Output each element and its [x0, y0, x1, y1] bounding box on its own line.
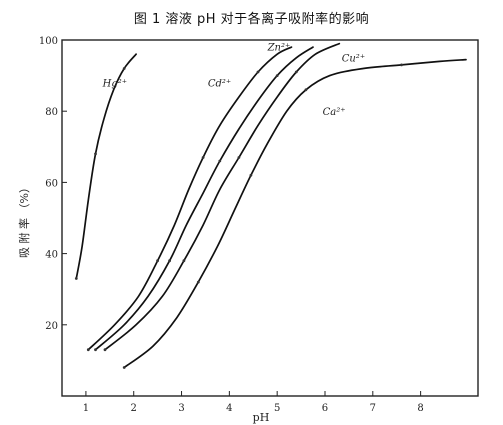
data-point — [86, 348, 90, 352]
x-tick-label: 6 — [322, 403, 328, 414]
labels-layer: Hg²⁺ Cd²⁺ Zn²⁺ Cu²⁺ Ca²⁺ — [102, 43, 365, 118]
x-tick-label: 5 — [274, 403, 280, 414]
data-point — [122, 366, 126, 369]
series-line-1 — [87, 46, 293, 351]
x-tick-label: 8 — [417, 403, 423, 414]
series-layer — [74, 42, 467, 369]
series-line-4 — [123, 58, 467, 369]
chart-title: 图 1 溶液 pH 对于各离子吸附率的影响 — [133, 12, 370, 27]
data-point — [122, 67, 126, 70]
data-point — [294, 70, 298, 74]
y-tick-label: 60 — [45, 178, 58, 189]
x-tick-label: 2 — [131, 403, 137, 414]
data-point — [103, 348, 107, 352]
x-tick-label: 1 — [83, 403, 89, 414]
x-tick-label: 7 — [370, 403, 376, 414]
y-tick-label: 40 — [45, 250, 58, 261]
data-point — [74, 277, 78, 280]
x-tick-label: 3 — [178, 403, 184, 414]
data-point — [201, 156, 205, 159]
data-point — [156, 259, 160, 263]
x-axis-label: pH — [253, 411, 270, 424]
y-axis-label: 吸 附 率 （%） — [17, 182, 31, 258]
series-label-3: Cu²⁺ — [342, 53, 365, 64]
series-line-2 — [94, 46, 314, 351]
data-point — [256, 70, 260, 74]
series-label-1: Cd²⁺ — [208, 78, 231, 89]
series-line-0 — [75, 53, 137, 280]
data-point — [275, 74, 279, 77]
plot-frame — [61, 39, 479, 397]
data-point — [196, 280, 200, 284]
data-point — [304, 88, 308, 92]
series-label-0: Hg²⁺ — [102, 78, 127, 89]
y-tick-label: 100 — [39, 36, 58, 47]
data-point — [168, 259, 172, 263]
y-tick-label: 20 — [45, 321, 58, 332]
data-point — [237, 156, 241, 159]
x-tick-label: 4 — [226, 403, 232, 414]
series-label-2: Zn²⁺ — [267, 43, 291, 54]
series-label-4: Ca²⁺ — [323, 107, 346, 118]
data-point — [400, 63, 403, 67]
y-tick-label: 80 — [45, 107, 58, 118]
data-point — [249, 173, 253, 177]
data-point — [218, 159, 222, 163]
data-point — [182, 259, 186, 263]
data-point — [94, 348, 97, 352]
data-point — [94, 152, 97, 156]
ticks-layer: 1 2 3 4 5 6 7 8 20 40 60 80 100 — [39, 36, 424, 414]
series-line-3 — [104, 42, 341, 351]
